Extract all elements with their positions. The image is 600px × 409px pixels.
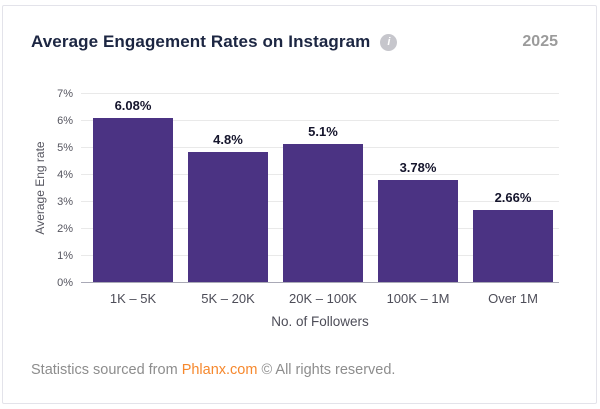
bar-value-label: 5.1% (308, 124, 338, 140)
gridline (81, 120, 559, 121)
info-icon[interactable]: i (380, 33, 398, 51)
bar-Over 1M (473, 210, 553, 282)
bar-value-label: 4.8% (213, 132, 243, 148)
y-tick-label: 2% (57, 223, 73, 235)
year-badge: 2025 (522, 33, 558, 50)
bar-100K – 1M (378, 179, 458, 282)
y-tick-label: 4% (57, 169, 73, 181)
bar-chart: Average Eng rate 6.08% 1K – 5K 4.8% 5K – 20… (3, 6, 596, 403)
footer-text-suffix: © All rights reserved. (257, 362, 396, 378)
page-title: Average Engagement Rates on Instagram (31, 32, 371, 51)
bar-1K – 5K (93, 117, 173, 282)
x-tick-label: 1K – 5K (109, 291, 157, 306)
y-tick-label: 5% (57, 142, 73, 154)
bar-value-label: 6.08% (114, 97, 152, 113)
footer-attribution: Statistics sourced from Phlanx.com © All… (31, 362, 395, 378)
card-header: Average Engagement Rates on Instagram i … (31, 32, 558, 52)
y-axis-title: Average Eng rate (33, 141, 47, 235)
x-axis-line (81, 282, 559, 283)
x-tick-label: 20K – 100K (289, 291, 357, 306)
y-tick-label: 0% (57, 277, 73, 289)
x-axis-title: No. of Followers (271, 314, 369, 329)
bar-value-label: 2.66% (494, 190, 532, 206)
y-tick-label: 3% (57, 196, 73, 208)
y-tick-label: 7% (57, 88, 73, 100)
bar-5K – 20K (188, 152, 268, 282)
gridline (81, 93, 559, 94)
plot-area: 6.08% 1K – 5K 4.8% 5K – 20K 5.1% 20K – 100K 3.… (81, 93, 559, 329)
phlanx-link[interactable]: Phlanx.com (181, 362, 258, 378)
y-tick-label: 6% (57, 115, 73, 127)
x-tick-label: Over 1M (488, 291, 538, 306)
chart-card: Average Engagement Rates on Instagram i … (2, 5, 597, 404)
bar-value-label: 3.78% (399, 159, 437, 175)
bar-20K – 100K (283, 144, 363, 282)
footer-text-prefix: Statistics sourced from (31, 362, 182, 378)
y-tick-label: 1% (57, 250, 73, 262)
x-tick-label: 5K – 20K (201, 291, 255, 306)
x-tick-label: 100K – 1M (386, 291, 450, 306)
